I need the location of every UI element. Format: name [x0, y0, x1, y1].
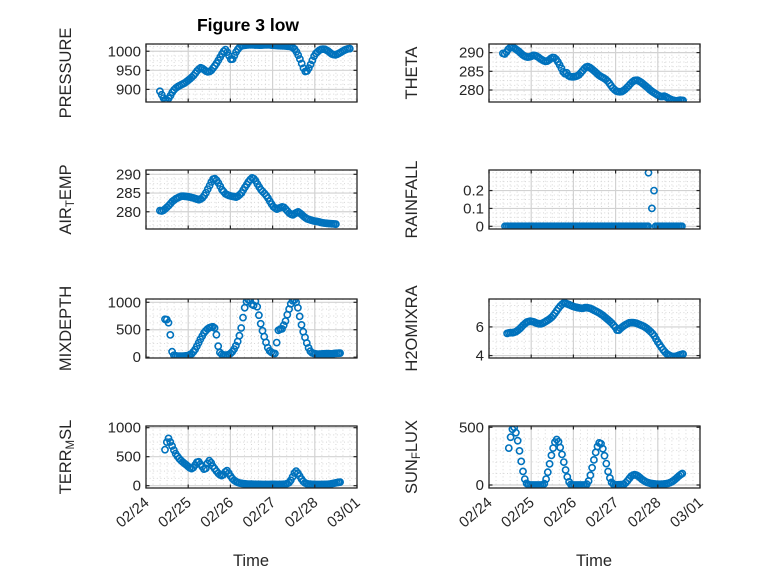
x-tick-label: 02/28: [282, 494, 322, 531]
y-tick-label: 950: [116, 62, 141, 79]
y-tick-label: 500: [116, 322, 141, 339]
y-tick-label: 0.1: [463, 200, 484, 217]
tick-marks: [145, 44, 358, 102]
tick-marks: [488, 170, 701, 229]
figure-title: Figure 3 low: [197, 15, 299, 35]
axes-box: [145, 298, 358, 359]
plot-air-temp: 280 285 290 AIRT​EMP: [57, 164, 358, 235]
series-markers: [498, 44, 687, 102]
x-tick-label: 02/24: [113, 494, 153, 531]
plot-terr-msl: 0 500 1000 TERRM​SL 02/2402/2502/2602/2702/2…: [57, 420, 364, 532]
y-tick-label: 290: [459, 45, 484, 62]
series-markers: [155, 44, 354, 102]
y-tick-label: 1000: [108, 294, 141, 311]
x-tick-labels: 02/24 02/25 02/26 02/27 02/28 03/01: [113, 494, 364, 531]
y-axis-label-pressure: PRESSURE: [57, 28, 75, 119]
y-tick-labels: 0 500: [459, 419, 484, 494]
plot-sun-flux: 0 500 SUNF​LUX 02/2402/2502/2602/2702/2803/…: [403, 419, 707, 531]
tick-marks: [488, 299, 701, 358]
y-axis-label-rainfall: RAINFALL: [403, 161, 421, 239]
y-tick-labels: 900 950 1000: [108, 43, 141, 98]
grid-major: [146, 299, 357, 358]
x-tick-label: 02/26: [197, 494, 237, 531]
y-tick-label: 0.2: [463, 183, 484, 200]
axes-box: [488, 425, 701, 489]
tick-marks: [145, 170, 358, 229]
y-tick-label: 500: [116, 449, 141, 466]
y-tick-labels: 0 500 1000: [108, 420, 141, 495]
series-markers: [503, 299, 687, 358]
grid-minor: [489, 170, 700, 229]
y-tick-label: 1000: [108, 420, 141, 437]
x-tick-label: 02/27: [239, 494, 279, 531]
x-tick-label: 02/28: [625, 494, 665, 531]
y-tick-label: 290: [116, 166, 141, 183]
plot-pressure: 900 950 1000 PRESSURE: [57, 28, 358, 119]
y-tick-label: 0: [476, 477, 484, 494]
axes-box: [488, 169, 701, 230]
axes-box: [145, 169, 358, 230]
tick-marks: [145, 426, 358, 488]
x-tick-label: 02/27: [582, 494, 622, 531]
y-axis-label-h2omixra: H2OMIXRA: [403, 285, 421, 371]
plot-rainfall: 00.10.2 RAINFALL: [403, 161, 701, 239]
tick-marks: [488, 44, 701, 102]
grid-minor: [489, 44, 700, 102]
y-tick-label: 4: [476, 348, 484, 365]
y-tick-label: 1000: [108, 43, 141, 60]
y-tick-label: 0: [476, 218, 484, 235]
y-tick-label: 280: [116, 204, 141, 221]
tick-marks: [488, 426, 701, 488]
x-tick-label: 02/25: [155, 494, 195, 531]
tick-marks: [145, 299, 358, 358]
y-tick-label: 0: [133, 478, 141, 495]
y-tick-label: 0: [133, 349, 141, 366]
axes-box: [488, 298, 701, 359]
x-axis-label-right: Time: [576, 552, 612, 570]
y-axis-label-theta: THETA: [403, 47, 421, 100]
axes-box: [488, 43, 701, 103]
y-tick-label: 280: [459, 82, 484, 99]
series-markers: [501, 170, 686, 229]
y-tick-label: 500: [459, 419, 484, 436]
y-axis-label-terr-msl: TERRM​SL: [57, 420, 77, 495]
x-tick-label: 02/26: [540, 494, 580, 531]
y-tick-label: 285: [116, 185, 141, 202]
plot-mixdepth: 0 500 1000 MIXDEPTH: [57, 286, 358, 371]
series-markers: [161, 299, 344, 358]
y-axis-label-sun-flux: SUNF​LUX: [403, 420, 423, 494]
axes-box: [145, 43, 358, 103]
x-tick-labels: 02/24 02/25 02/26 02/27 02/28 03/01: [456, 494, 707, 531]
y-tick-labels: 0 500 1000: [108, 294, 141, 366]
y-axis-label-air-temp: AIRT​EMP: [57, 164, 77, 234]
y-tick-labels: 46: [476, 319, 484, 365]
y-tick-labels: 280 285 290: [116, 166, 141, 220]
series-markers: [155, 173, 340, 228]
y-tick-labels: 00.10.2: [463, 183, 484, 236]
x-tick-label: 03/01: [667, 494, 707, 531]
x-tick-label: 02/24: [456, 494, 496, 531]
y-tick-label: 285: [459, 63, 484, 80]
x-tick-label: 02/25: [498, 494, 538, 531]
y-tick-label: 6: [476, 319, 484, 336]
y-tick-label: 900: [116, 81, 141, 98]
x-tick-label: 03/01: [324, 494, 364, 531]
x-axis-label-left: Time: [233, 552, 269, 570]
y-axis-label-mixdepth: MIXDEPTH: [57, 286, 75, 371]
